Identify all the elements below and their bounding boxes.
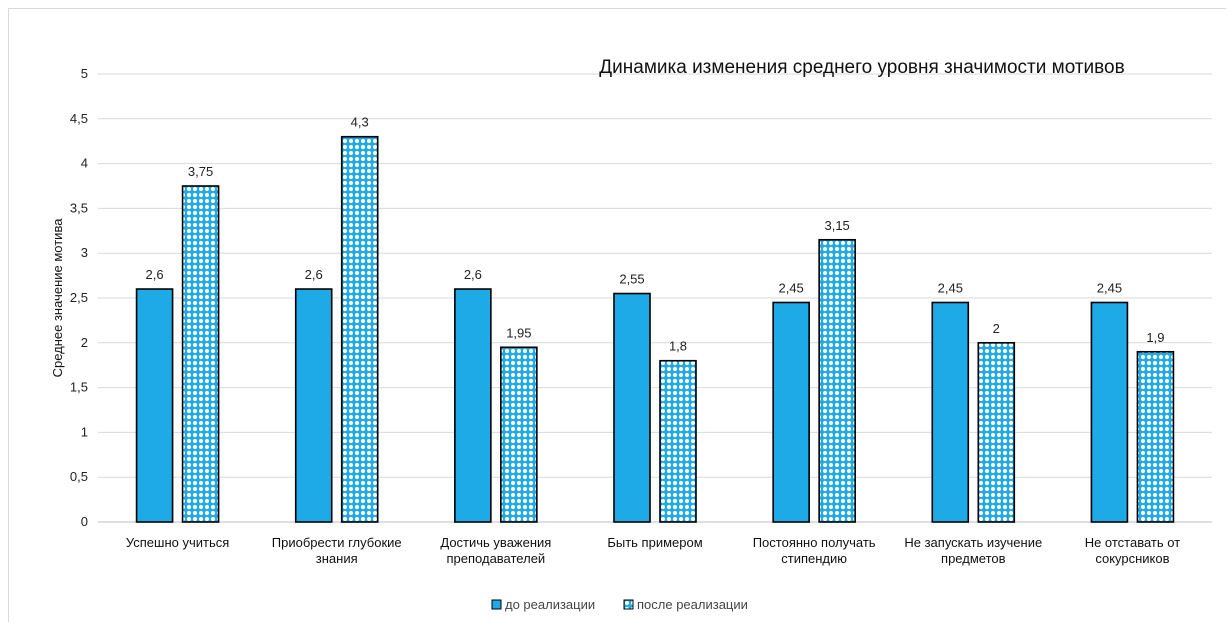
bar-after xyxy=(977,341,1016,523)
data-label: 2,6 xyxy=(146,267,164,282)
bar-after xyxy=(818,238,856,523)
bar-after xyxy=(1136,350,1175,523)
y-tick-label: 2,5 xyxy=(70,290,88,305)
bar-after xyxy=(659,359,697,523)
y-tick-label: 4,5 xyxy=(70,111,88,126)
y-axis-label: Среднее значение мотива xyxy=(50,218,65,378)
y-tick-label: 3 xyxy=(81,245,88,260)
legend-label: после реализации xyxy=(637,597,748,612)
data-label: 3,15 xyxy=(824,218,849,233)
data-label: 2,45 xyxy=(778,280,803,295)
bar-before xyxy=(294,288,333,523)
bar-before xyxy=(613,292,651,523)
x-category-label: Постоянно получать xyxy=(753,535,876,550)
y-tick-label: 1,5 xyxy=(70,380,88,395)
bars-layer xyxy=(135,135,1175,523)
x-category-label: Достичь уважения xyxy=(440,535,551,550)
data-label: 2,55 xyxy=(619,272,644,287)
x-category-label: Приобрести глубокие xyxy=(272,535,402,550)
bar-after xyxy=(340,135,379,523)
x-category-label: сокурсников xyxy=(1095,551,1169,566)
bar-before xyxy=(1090,301,1129,523)
y-tick-label: 5 xyxy=(81,66,88,81)
x-category-label: преподавателей xyxy=(447,551,546,566)
bar-after xyxy=(181,185,220,523)
x-category-label: Не отставать от xyxy=(1085,535,1181,550)
y-tick-label: 4 xyxy=(81,156,88,171)
bar-before xyxy=(454,288,492,523)
y-tick-label: 0,5 xyxy=(70,469,88,484)
bar-before xyxy=(135,288,174,523)
bar-before xyxy=(772,301,810,523)
data-label: 4,3 xyxy=(351,115,369,130)
y-tick-label: 2 xyxy=(81,335,88,350)
legend-swatch xyxy=(623,599,634,610)
y-tick-label: 0 xyxy=(81,514,88,529)
x-category-label: Быть примером xyxy=(607,535,702,550)
data-label: 2 xyxy=(993,321,1000,336)
grid-layer: 0 0,5 1 1,5 2 2,5 3 3,5 4 4,5 5 xyxy=(70,66,1212,529)
data-label: 1,9 xyxy=(1146,330,1164,345)
labels-layer: 2,6 3,75 Успешно учиться 2,6 4,3 Приобрести г… xyxy=(126,115,1180,566)
legend-label: до реализации xyxy=(505,597,595,612)
x-category-label: Успешно учиться xyxy=(126,535,229,550)
y-tick-label: 3,5 xyxy=(70,200,88,215)
data-label: 2,45 xyxy=(938,280,963,295)
x-category-label: Не запускать изучение xyxy=(904,535,1042,550)
chart-title: Динамика изменения среднего уровня значи… xyxy=(599,57,1124,78)
data-label: 2,45 xyxy=(1097,280,1122,295)
data-label: 2,6 xyxy=(305,267,323,282)
bar-before xyxy=(931,301,970,523)
data-label: 3,75 xyxy=(188,164,213,179)
bar-after xyxy=(500,346,538,523)
legend-swatch xyxy=(491,599,502,610)
data-label: 1,95 xyxy=(506,325,531,340)
chart-frame xyxy=(8,8,1226,622)
x-category-label: предметов xyxy=(941,551,1006,566)
x-category-label: стипендию xyxy=(781,551,847,566)
data-label: 2,6 xyxy=(464,267,482,282)
legend: до реализации после реализации xyxy=(491,597,748,612)
data-label: 1,8 xyxy=(669,339,687,354)
x-category-label: знания xyxy=(316,551,358,566)
y-tick-label: 1 xyxy=(81,424,88,439)
